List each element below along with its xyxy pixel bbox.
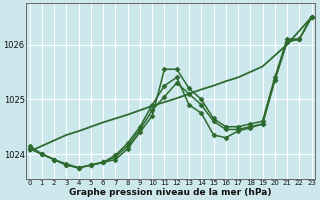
X-axis label: Graphe pression niveau de la mer (hPa): Graphe pression niveau de la mer (hPa)	[69, 188, 272, 197]
